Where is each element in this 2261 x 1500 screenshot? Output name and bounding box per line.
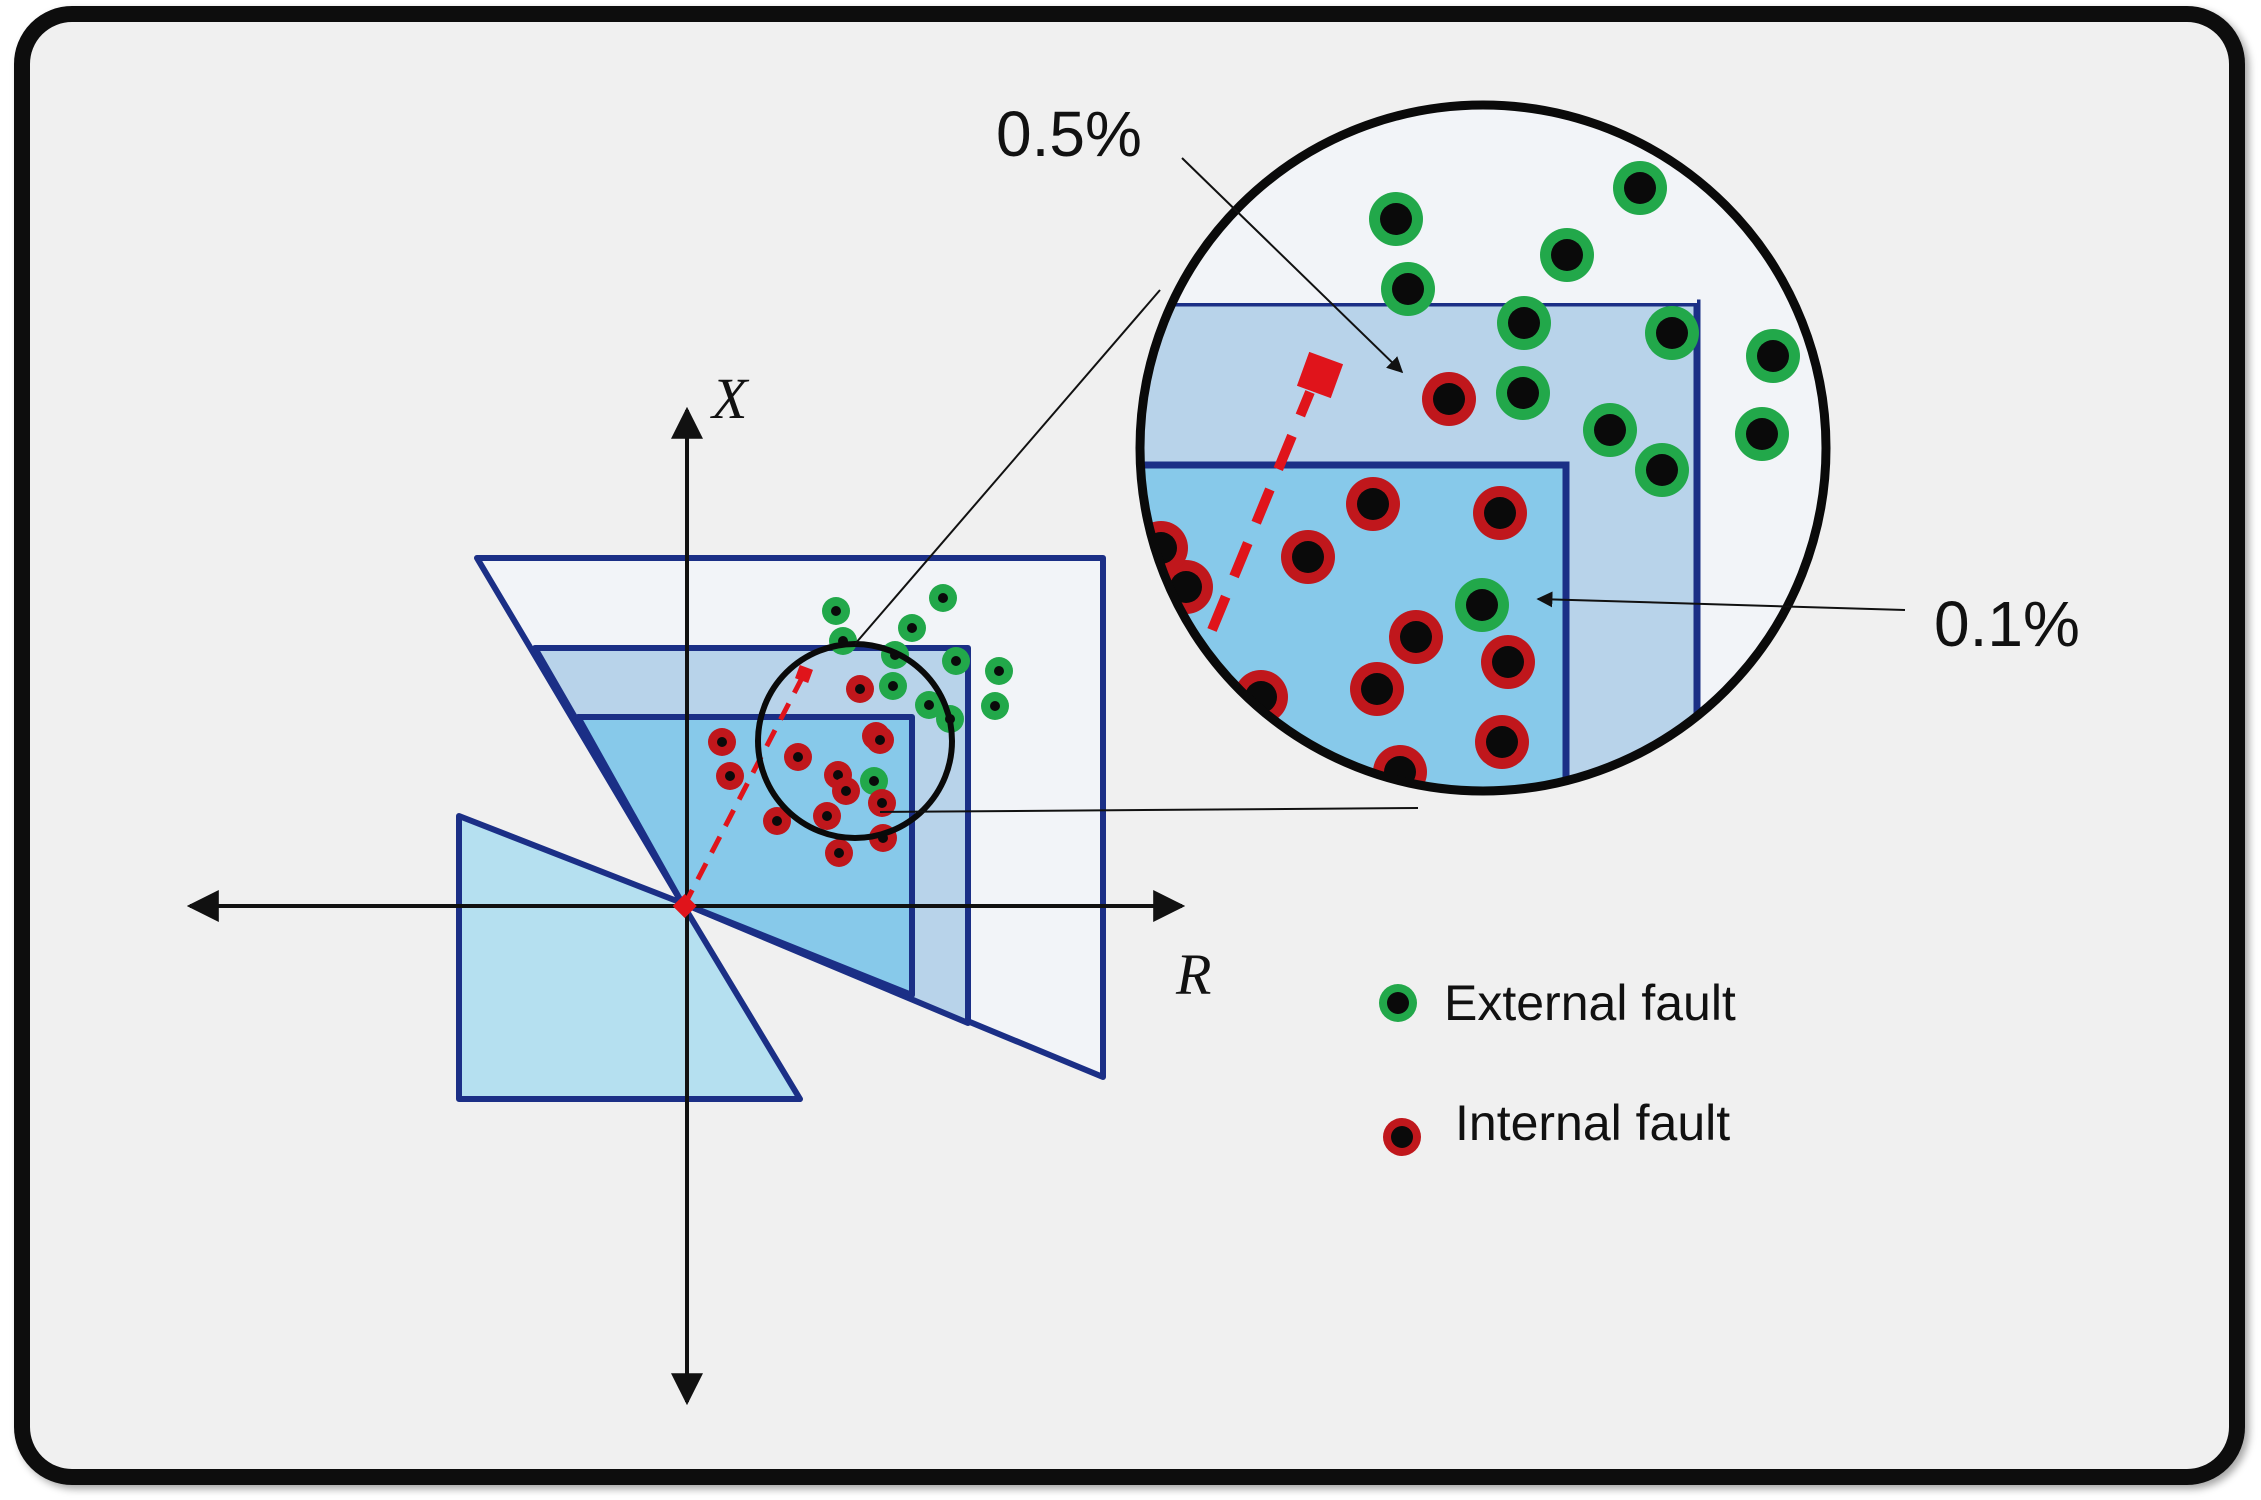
internal-fault-point	[846, 675, 874, 703]
magnified-internal-fault-point	[1422, 372, 1476, 426]
magnified-external-fault-point	[1583, 403, 1637, 457]
external-fault-point	[822, 597, 850, 625]
magnified-internal-fault-point	[1346, 477, 1400, 531]
fault-points	[708, 584, 1013, 867]
external-fault-point	[860, 767, 888, 795]
magnified-internal-fault-point	[1475, 715, 1529, 769]
internal-fault-point	[784, 743, 812, 771]
frame-border	[14, 6, 2245, 1485]
x-axis-label: X	[710, 366, 750, 431]
magnified-trajectory-end	[1296, 351, 1344, 399]
magnify-connector-top	[854, 289, 1161, 645]
magnified-external-fault-point	[1613, 161, 1667, 215]
callout-outer-zone-label: 0.5%	[996, 98, 1142, 170]
magnified-trajectory	[1207, 390, 1315, 632]
magnified-external-fault-point	[1455, 578, 1509, 632]
magnified-internal-fault-point	[1350, 662, 1404, 716]
internal-fault-point	[868, 789, 896, 817]
impedance-trajectory	[681, 674, 806, 908]
magnified-view	[1135, 100, 1831, 796]
magnified-external-fault-point	[1381, 262, 1435, 316]
magnified-view-border	[1135, 100, 1831, 796]
internal-fault-point	[832, 777, 860, 805]
legend-internal-marker	[1383, 1118, 1421, 1156]
callout-inner-zone-label: 0.1%	[1934, 588, 2080, 660]
legend-external-label: External fault	[1444, 975, 1736, 1031]
magnified-external-fault-point	[1540, 228, 1594, 282]
external-fault-point	[981, 692, 1009, 720]
magnified-internal-fault-point	[1281, 530, 1335, 584]
magnified-external-fault-point	[1735, 407, 1789, 461]
magnified-external-fault-point	[1497, 296, 1551, 350]
callout-inner-zone-arrow	[1536, 591, 1906, 611]
external-fault-point	[898, 614, 926, 642]
magnified-external-fault-point	[1635, 443, 1689, 497]
magnified-internal-fault-point	[1473, 486, 1527, 540]
magnified-external-fault-point	[1496, 366, 1550, 420]
external-fault-point	[985, 657, 1013, 685]
reverse-zone	[456, 813, 803, 1102]
internal-fault-point	[813, 802, 841, 830]
trajectory-end-marker	[795, 665, 813, 683]
external-fault-point	[829, 627, 857, 655]
internal-fault-point	[763, 807, 791, 835]
magnified-external-fault-point	[1369, 192, 1423, 246]
internal-fault-point	[866, 726, 894, 754]
external-fault-point	[942, 647, 970, 675]
legend: External fault Internal fault	[1379, 975, 1736, 1156]
callout-outer-zone-arrow	[1181, 157, 1404, 374]
magnified-external-fault-point	[1645, 306, 1699, 360]
external-fault-point	[879, 672, 907, 700]
magnified-external-fault-point	[1746, 329, 1800, 383]
external-fault-point	[915, 691, 943, 719]
magnified-internal-fault-point	[1481, 635, 1535, 689]
zone-inner	[575, 714, 915, 998]
external-fault-point	[929, 584, 957, 612]
internal-fault-point	[708, 728, 736, 756]
magnified-internal-fault-point	[1389, 610, 1443, 664]
internal-fault-point	[825, 839, 853, 867]
r-axis-label: R	[1175, 942, 1211, 1007]
legend-external-marker	[1379, 984, 1417, 1022]
magnify-connector-bottom	[879, 807, 1419, 813]
internal-fault-point	[716, 762, 744, 790]
legend-internal-label: Internal fault	[1455, 1095, 1730, 1151]
